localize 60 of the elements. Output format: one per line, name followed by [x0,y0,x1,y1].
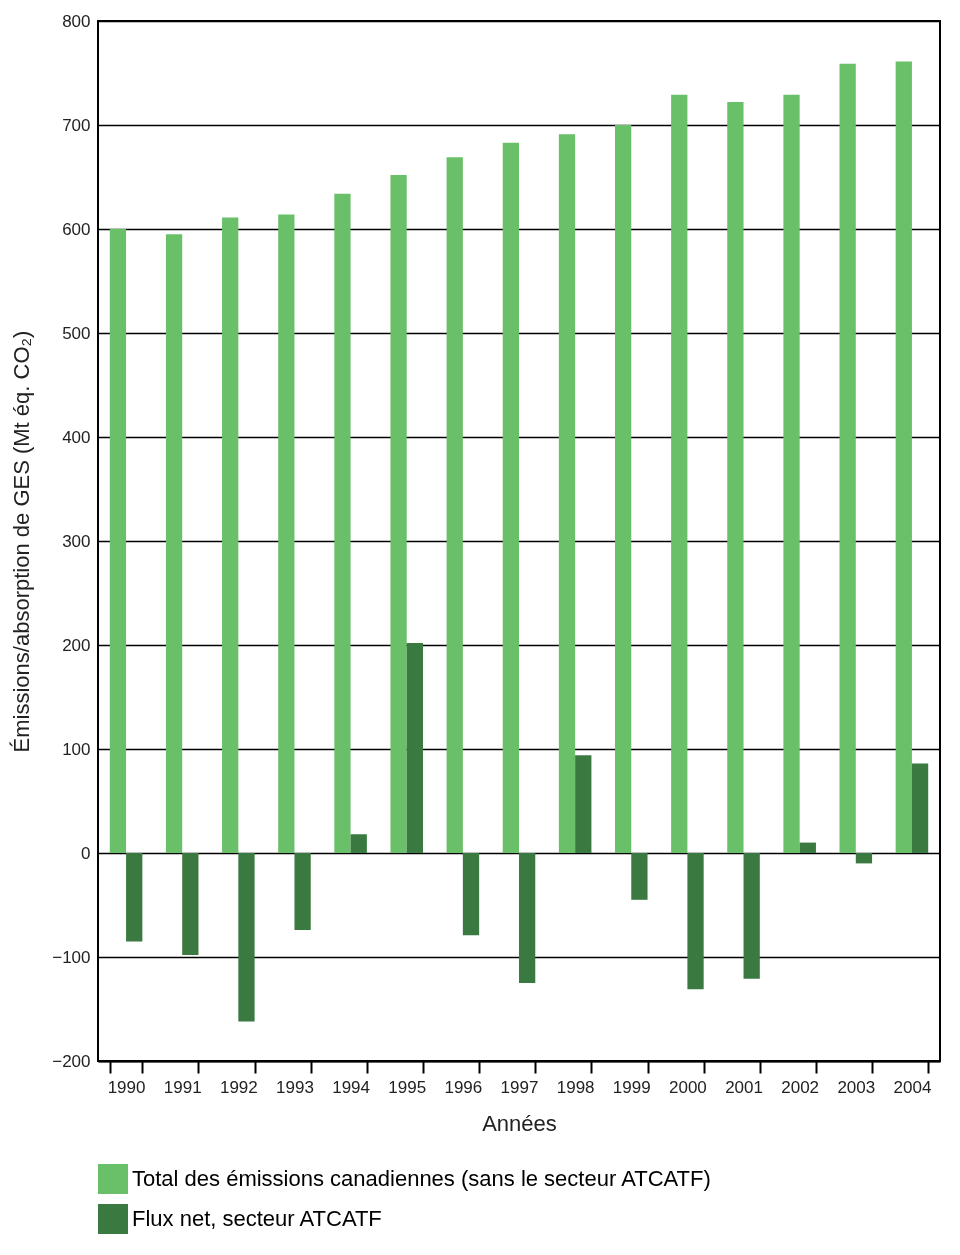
bar [462,853,480,936]
bar [743,853,760,979]
y-tick-label: 300 [62,531,91,551]
y-axis-title: Émissions/absorption de GES (Mt éq. CO₂) [9,330,35,753]
bar [446,157,463,853]
x-tick-label: 1996 [444,1077,483,1097]
bar [294,853,311,930]
x-tick-label: 1997 [500,1077,539,1097]
x-tick-label: 1994 [332,1077,371,1097]
legend-label: Total des émissions canadiennes (sans le secteur ATCATF) [132,1166,711,1191]
bar [839,63,856,853]
bar [182,853,199,955]
bar [519,853,536,983]
y-tick-label: 100 [62,739,91,759]
x-tick-label: 1992 [219,1077,258,1097]
x-tick-label: 1991 [163,1077,202,1097]
y-tick-label: −200 [52,1051,91,1071]
bar [334,193,351,853]
x-axis-title: Années [482,1110,557,1136]
bar [406,642,424,853]
bar [799,842,816,853]
bar [783,94,800,853]
y-tick-label: −100 [52,947,91,967]
x-tick-label: 2004 [893,1077,932,1097]
y-tick-label: 800 [62,11,91,31]
y-tick-label: 200 [62,635,91,655]
x-tick-label: 2000 [668,1077,707,1097]
bar [575,755,592,853]
x-tick-label: 1998 [556,1077,595,1097]
bar [614,125,632,853]
y-tick-label: 400 [62,427,91,447]
bar [911,763,929,853]
y-tick-label: 700 [62,115,91,135]
x-tick-label: 2003 [837,1077,876,1097]
bar [895,61,912,853]
bar [502,142,519,853]
bar [222,217,239,853]
bar [165,234,183,853]
bar [671,94,688,853]
bar [350,834,367,853]
legend-label: Flux net, secteur ATCATF [132,1206,382,1231]
x-tick-label: 1995 [388,1077,427,1097]
bar [855,853,873,864]
x-tick-label: 1993 [276,1077,314,1097]
x-tick-label: 1990 [107,1077,146,1097]
bar [687,853,704,990]
y-tick-label: 600 [62,219,91,239]
bar [631,853,648,900]
bar [390,174,407,853]
y-tick-label: 500 [62,323,91,343]
bar [109,229,127,853]
bar [727,102,744,853]
y-tick-label: 0 [81,843,91,863]
x-tick-label: 2002 [781,1077,820,1097]
bar [558,134,576,853]
x-tick-label: 1999 [612,1077,651,1097]
x-tick-label: 2001 [725,1077,763,1097]
bar [238,853,255,1022]
bar [126,853,143,942]
bar [278,214,295,853]
